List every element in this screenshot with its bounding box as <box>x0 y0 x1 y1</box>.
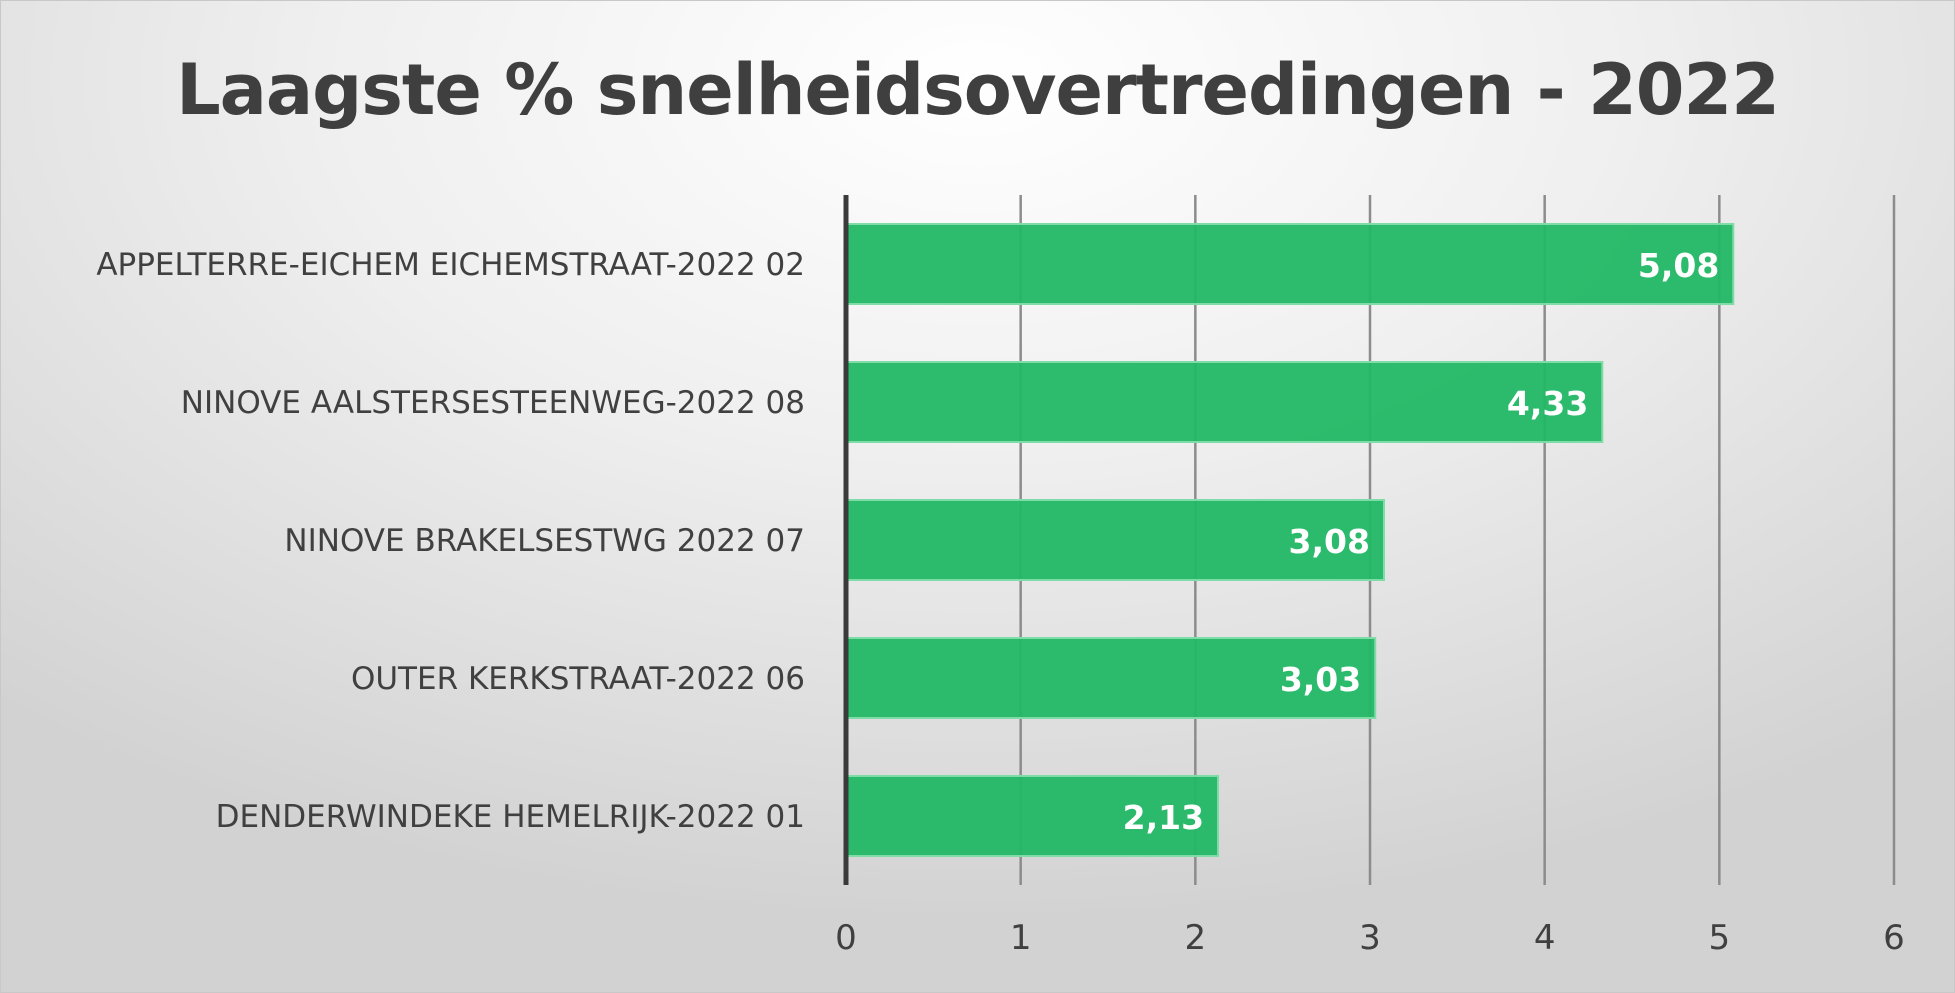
bar <box>845 361 1604 443</box>
bar <box>845 499 1385 581</box>
data-label: 5,08 <box>1638 246 1719 285</box>
category-label: NINOVE BRAKELSESTWG 2022 07 <box>284 523 805 559</box>
data-label: 3,03 <box>1280 660 1361 699</box>
x-tick-label: 5 <box>1709 918 1731 958</box>
category-label: APPELTERRE-EICHEM EICHEMSTRAAT-2022 02 <box>96 247 805 283</box>
x-tick-label: 2 <box>1185 918 1207 958</box>
bar <box>845 637 1377 719</box>
bar <box>845 223 1735 305</box>
data-label: 2,13 <box>1123 798 1204 837</box>
category-label: DENDERWINDEKE HEMELRIJK-2022 01 <box>216 799 805 835</box>
data-label: 4,33 <box>1507 384 1588 423</box>
x-tick-label: 6 <box>1883 918 1905 958</box>
x-tick-label: 3 <box>1359 918 1381 958</box>
category-label: NINOVE AALSTERSESTEENWEG-2022 08 <box>181 385 805 421</box>
chart-title: Laagste % snelheidsovertredingen - 2022 <box>176 49 1780 131</box>
category-label: OUTER KERKSTRAAT-2022 06 <box>351 661 805 697</box>
x-tick-label: 4 <box>1534 918 1556 958</box>
data-label: 3,08 <box>1289 522 1370 561</box>
x-tick-label: 1 <box>1010 918 1032 958</box>
x-tick-label: 0 <box>835 918 857 958</box>
bar <box>845 775 1220 857</box>
